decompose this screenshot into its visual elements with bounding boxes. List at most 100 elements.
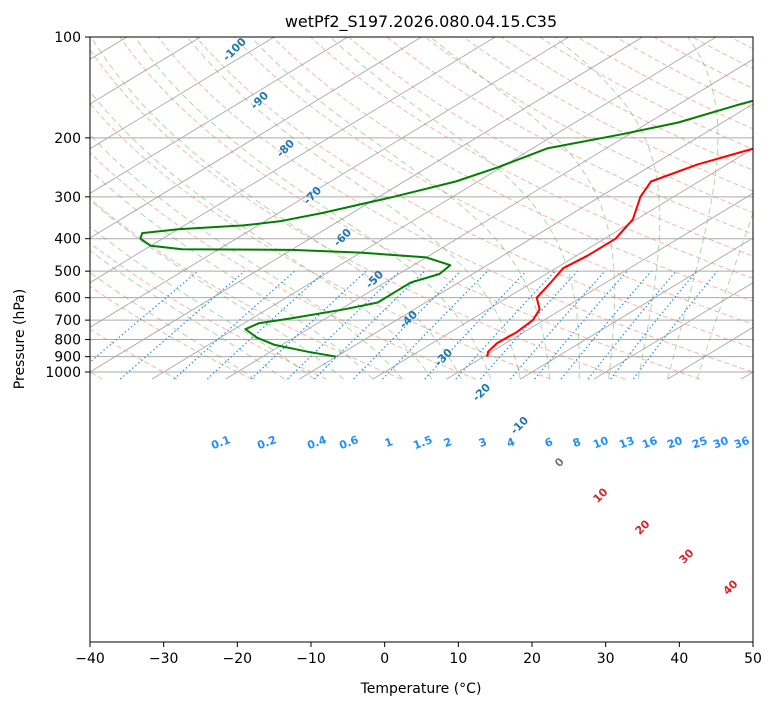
- x-tick-label: 20: [523, 651, 541, 667]
- isotherm-line: [90, 37, 275, 150]
- y-tick-label: 800: [54, 333, 81, 349]
- moist-adiabat-line: [90, 225, 315, 380]
- mixing-ratio-line: [587, 270, 677, 380]
- mixing-ratio-label: 30: [711, 434, 730, 452]
- x-tick-label: −40: [75, 651, 105, 667]
- isotherm-line: [90, 37, 201, 105]
- isotherm-line: [90, 37, 643, 373]
- moist-adiabat-line: [187, 37, 521, 380]
- isotherm-line: [667, 326, 753, 380]
- mixing-ratio-line: [206, 270, 326, 380]
- mixing-ratio-line: [173, 270, 296, 380]
- temperature-profile-line: [486, 147, 753, 357]
- mixing-ratio-label: 0.6: [337, 433, 360, 452]
- isotherm-line: [299, 103, 753, 380]
- mixing-ratio-label: 0.1: [209, 433, 232, 452]
- x-tick-label: −20: [223, 651, 253, 667]
- moist-adiabat-line: [90, 90, 433, 380]
- dry-adiabat-line: [90, 197, 402, 380]
- x-tick-label: −30: [149, 651, 179, 667]
- x-tick-label: 40: [670, 651, 688, 667]
- moist-adiabat-line: [696, 211, 753, 380]
- y-tick-label: 600: [54, 291, 81, 307]
- dry-adiabat-line: [233, 37, 753, 325]
- isotherm-line: [90, 37, 422, 239]
- moist-adiabat-line: [554, 37, 661, 380]
- mixing-ratio-line: [480, 270, 579, 380]
- dewpoint-profile-line: [139, 99, 753, 358]
- dry-adiabat-line: [90, 328, 178, 380]
- moist-adiabat-line: [250, 37, 551, 380]
- mixing-ratio-line: [534, 270, 628, 380]
- moist-adiabat-line: [90, 199, 344, 380]
- moist-adiabat-line: [90, 37, 462, 380]
- mixing-ratio-label: 3: [477, 435, 489, 450]
- mixing-ratio-line: [610, 270, 697, 380]
- moist-adiabat-line: [90, 271, 256, 380]
- moist-adiabat-label: 0: [552, 455, 567, 470]
- dry-adiabat-line: [386, 37, 753, 235]
- mixing-ratio-label: 25: [690, 434, 709, 451]
- mixing-ratio-label: 4: [505, 435, 517, 450]
- moist-adiabat-line: [134, 37, 492, 380]
- moist-adiabat-line: [429, 37, 616, 380]
- mixing-ratio-label: 13: [617, 434, 636, 451]
- dry-adiabat-line: [119, 37, 701, 380]
- mixing-ratio-line: [287, 270, 401, 380]
- y-tick-label: 100: [54, 30, 81, 46]
- mixing-ratio-label: 1.5: [411, 433, 434, 452]
- moist-adiabat-line: [90, 133, 403, 380]
- y-tick-label: 1000: [45, 365, 81, 381]
- moist-adiabat-line: [90, 249, 285, 380]
- x-tick-label: 50: [744, 651, 762, 667]
- mixing-ratio-line: [560, 270, 652, 380]
- y-tick-label: 500: [54, 264, 81, 280]
- y-tick-label: 300: [54, 190, 81, 206]
- mixing-ratio-line: [382, 270, 488, 380]
- dry-adiabat-line: [424, 37, 753, 214]
- dry-adiabat-label: -10: [508, 414, 531, 437]
- dry-adiabat-line: [462, 37, 753, 192]
- y-tick-label: 200: [54, 131, 81, 147]
- chart-title: wetPf2_S197.2026.080.04.15.C35: [285, 12, 557, 32]
- dry-adiabat-line: [90, 285, 253, 380]
- mixing-ratio-label: 10: [591, 434, 610, 452]
- isotherm-line: [225, 58, 753, 380]
- moist-adiabat-label: 40: [721, 577, 741, 597]
- isotherm-line: [593, 282, 753, 380]
- mixing-ratio-label: 6: [543, 435, 555, 450]
- mixing-ratio-line: [353, 270, 462, 380]
- y-tick-label: 400: [54, 232, 81, 248]
- y-tick-label: 700: [54, 313, 81, 329]
- moist-adiabat-label: 20: [633, 517, 653, 537]
- moist-adiabat-line: [90, 169, 374, 380]
- mixing-ratio-line: [424, 270, 527, 380]
- mixing-ratio-label: 0.4: [305, 433, 328, 452]
- moist-adiabat-label: 30: [677, 546, 697, 566]
- dry-adiabat-line: [348, 37, 753, 257]
- moist-adiabat-line: [667, 37, 719, 380]
- mixing-ratio-line: [509, 270, 606, 380]
- y-axis-label: Pressure (hPa): [12, 289, 28, 389]
- dry-adiabat-line: [90, 242, 327, 380]
- dry-adiabat-line: [310, 37, 753, 279]
- dry-adiabat-line: [90, 48, 626, 380]
- isotherm-line: [372, 148, 753, 380]
- mixing-ratio-label: 16: [640, 434, 659, 452]
- isotherm-line: [90, 37, 496, 284]
- y-tick-label: 900: [54, 350, 81, 366]
- mixing-ratio-line: [250, 270, 367, 380]
- dry-adiabat-line: [769, 37, 775, 379]
- x-axis-label: Temperature (°C): [360, 681, 482, 697]
- isotherm-line: [90, 37, 570, 328]
- isotherm-line: [446, 192, 753, 380]
- dry-adiabat-label: -80: [274, 137, 297, 160]
- dry-adiabat-label: -20: [470, 381, 493, 404]
- mixing-ratio-line: [90, 270, 199, 363]
- mixing-ratio-label: 36: [732, 434, 751, 452]
- x-tick-label: 30: [597, 651, 615, 667]
- dry-adiabat-label: -100: [220, 35, 249, 64]
- x-tick-label: −10: [296, 651, 326, 667]
- x-tick-label: 0: [380, 651, 389, 667]
